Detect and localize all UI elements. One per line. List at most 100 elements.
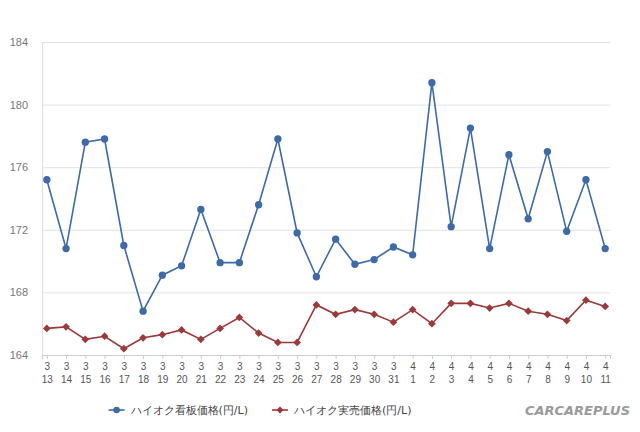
series-marker: [81, 335, 89, 343]
x-tick-label: 330: [369, 361, 381, 385]
x-tick-label: 316: [100, 361, 112, 385]
series-marker: [390, 243, 397, 250]
series-marker: [120, 345, 128, 353]
x-tick-label-part: 3: [391, 361, 397, 372]
x-tick-label: 327: [311, 361, 323, 385]
x-tick-label: 411: [600, 361, 611, 385]
x-tick-label-part: 18: [138, 374, 150, 385]
x-tick-mark: [451, 355, 452, 359]
x-tick-mark: [355, 355, 356, 359]
x-tick-mark: [432, 355, 433, 359]
x-tick-label-part: 20: [177, 374, 189, 385]
series-marker: [158, 331, 166, 339]
series-marker: [274, 135, 281, 142]
x-tick: 330: [369, 355, 381, 385]
series-marker: [197, 206, 204, 213]
series-marker: [544, 148, 551, 155]
x-tick-mark: [374, 355, 375, 359]
x-tick-label-part: 3: [256, 361, 262, 372]
series-marker: [82, 139, 89, 146]
x-tick-label-part: 16: [100, 374, 112, 385]
x-tick-mark: [413, 355, 414, 359]
y-tick: 168: [10, 286, 610, 298]
x-tick-label-part: 24: [254, 374, 266, 385]
x-tick-label: 410: [581, 361, 593, 385]
series-marker: [525, 215, 532, 222]
x-tick-label-part: 3: [276, 361, 282, 372]
x-tick: 323: [234, 355, 246, 385]
x-tick-label-part: 3: [64, 361, 70, 372]
x-tick-label: 319: [157, 361, 169, 385]
x-tick-label-part: 4: [468, 361, 474, 372]
x-tick-label: 313: [42, 361, 54, 385]
x-tick-label-part: 1: [410, 374, 416, 385]
x-tick-mark: [316, 355, 317, 359]
series-marker: [563, 228, 570, 235]
grid-line: [42, 42, 610, 43]
x-tick-mark: [586, 355, 587, 359]
series-marker: [235, 314, 243, 322]
x-tick-label: 47: [526, 361, 532, 385]
x-tick-mark: [605, 355, 606, 359]
series-marker: [62, 245, 69, 252]
x-tick: 326: [292, 355, 304, 385]
x-tick-mark: [105, 355, 106, 359]
x-tick-label-part: 23: [234, 374, 246, 385]
series-marker: [428, 320, 436, 328]
x-tick: 410: [581, 355, 593, 385]
x-tick-mark: [162, 355, 163, 359]
x-tick-label-part: 26: [292, 374, 304, 385]
x-tick-mark: [66, 355, 67, 359]
series-marker: [236, 259, 243, 266]
series-marker: [447, 299, 455, 307]
series-marker: [178, 262, 185, 269]
x-tick-mark: [297, 355, 298, 359]
y-tick: 164: [10, 349, 610, 361]
x-tick-label-part: 29: [350, 374, 362, 385]
x-tick-label-part: 3: [102, 361, 108, 372]
x-tick: 329: [350, 355, 362, 385]
y-tick-label: 172: [10, 224, 28, 236]
series-marker: [159, 272, 166, 279]
series-marker: [255, 329, 263, 337]
legend-item: ハイオク看板価格(円/L): [109, 404, 248, 417]
legend-label: ハイオク実売価格(円/L): [293, 404, 411, 417]
series-marker: [486, 245, 493, 252]
x-tick: 47: [526, 355, 532, 385]
x-tick-label-part: 7: [526, 374, 532, 385]
series-marker: [293, 339, 301, 347]
series-marker: [332, 310, 340, 318]
x-tick-label-part: 4: [430, 361, 436, 372]
series-marker: [313, 301, 321, 309]
series-marker: [274, 339, 282, 347]
legend-swatch-marker: [276, 406, 283, 413]
x-tick-label-part: 4: [564, 361, 570, 372]
x-tick-label-part: 3: [353, 361, 359, 372]
series-marker: [409, 251, 416, 258]
x-tick-label: 317: [119, 361, 131, 385]
x-tick-label: 326: [292, 361, 304, 385]
series-marker: [505, 299, 513, 307]
x-tick: 322: [215, 355, 227, 385]
x-tick-label: 315: [80, 361, 92, 385]
x-tick: 319: [157, 355, 169, 385]
x-axis-line: [43, 356, 611, 360]
x-tick-label: 44: [468, 361, 474, 385]
series-marker: [216, 259, 223, 266]
x-tick-label: 329: [350, 361, 362, 385]
x-tick-mark: [393, 355, 394, 359]
plot-area: 1641681721761801843133143153163173183193…: [10, 36, 612, 385]
watermark: CARCAREPLUS: [525, 403, 630, 418]
x-tick-label-part: 3: [83, 361, 89, 372]
x-tick-label: 45: [487, 361, 493, 385]
y-tick: 184: [10, 36, 610, 48]
x-tick-label-part: 11: [600, 374, 611, 385]
x-tick-label: 46: [507, 361, 513, 385]
legend-item: ハイオク実売価格(円/L): [272, 404, 411, 417]
series-marker: [332, 236, 339, 243]
x-tick-mark: [143, 355, 144, 359]
x-tick-label-part: 3: [199, 361, 205, 372]
x-tick-mark: [490, 355, 491, 359]
x-tick-label-part: 4: [545, 361, 551, 372]
x-tick-mark: [278, 355, 279, 359]
